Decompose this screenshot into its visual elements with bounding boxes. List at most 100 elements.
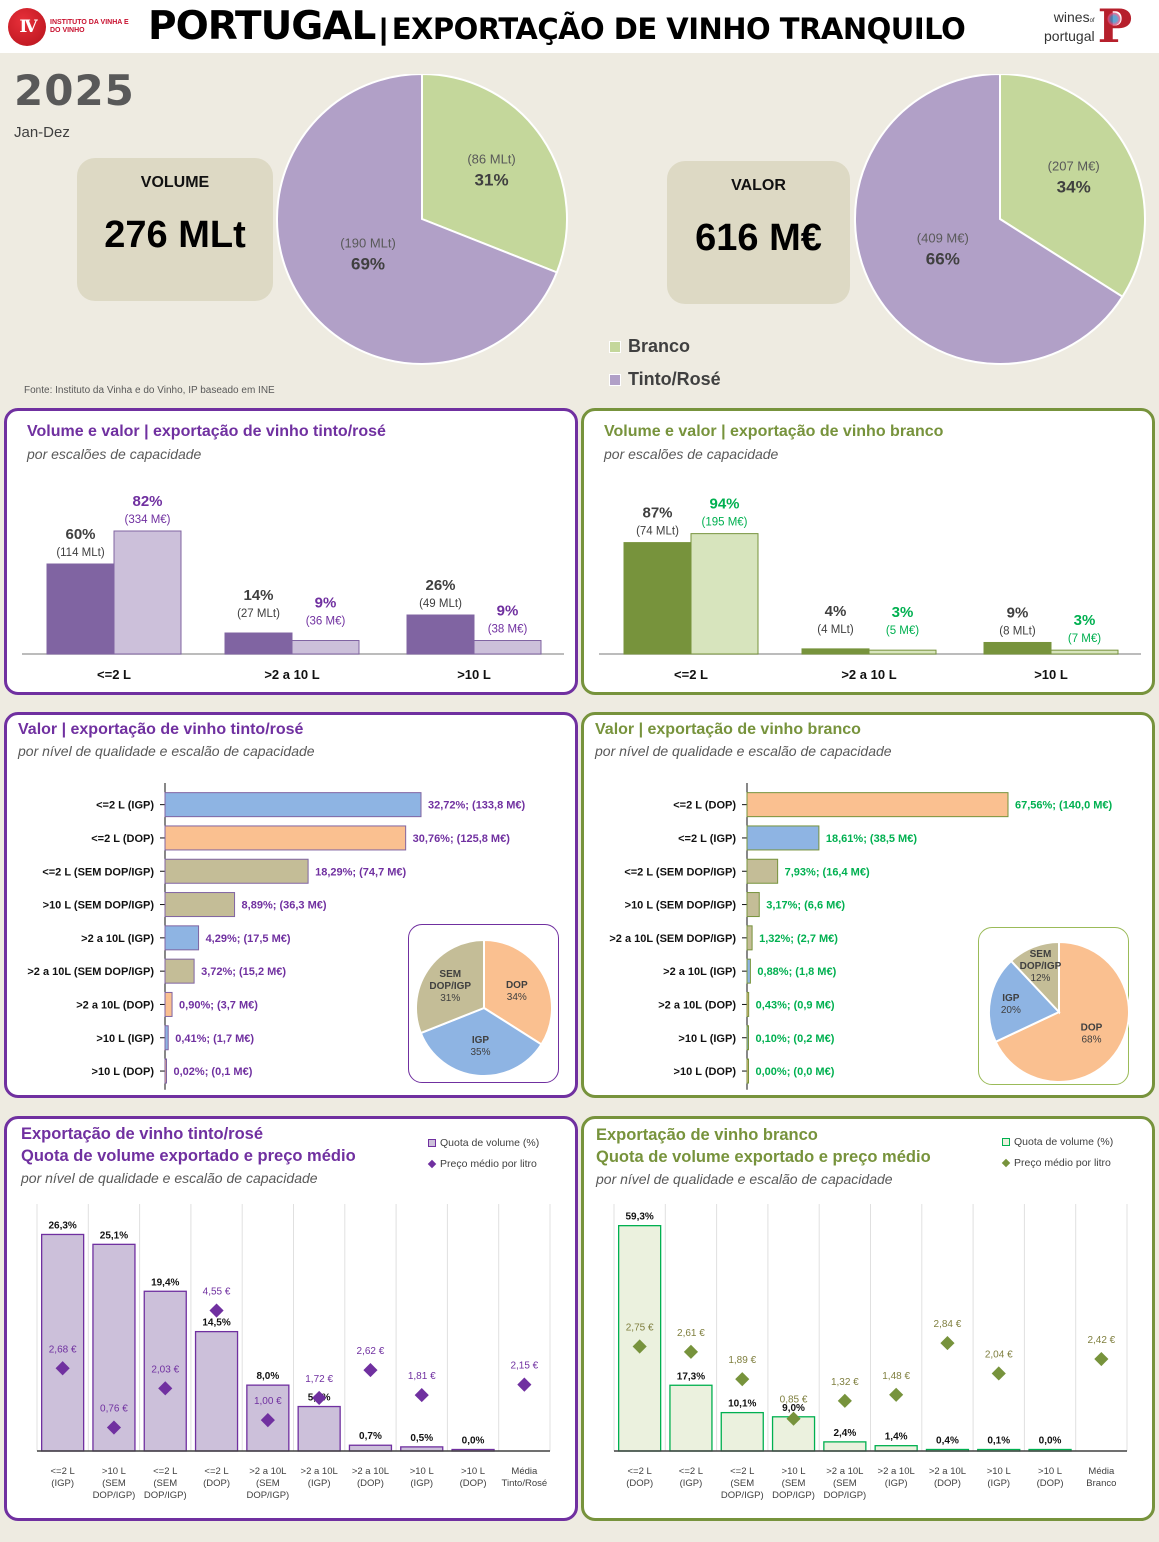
x-tick-label: Média xyxy=(511,1466,538,1477)
branco-quality-pie-box: DOP 68% IGP 20% SEM DOP/IGP 12% xyxy=(978,927,1130,1085)
x-tick-label: (DOP) xyxy=(203,1478,230,1489)
price-marker xyxy=(889,1387,904,1402)
panel-tinto-valor-qualidade: Valor | exportação de vinho tinto/rosé p… xyxy=(4,712,578,1098)
pie-slice-label: DOP/IGP xyxy=(1020,961,1062,972)
pie-slice-label: DOP/IGP xyxy=(429,981,471,992)
bar-data-label: 18,61%; (38,5 M€) xyxy=(826,833,917,845)
x-tick-label: >2 a 10L xyxy=(352,1466,389,1477)
bar-pct-label: 94% xyxy=(709,496,739,513)
panel-branco-quota-preco: Exportação de vinho branco Quota de volu… xyxy=(581,1116,1155,1521)
bar-sem xyxy=(164,892,236,918)
price-label: 0,76 € xyxy=(100,1404,128,1415)
bar-sem xyxy=(164,958,195,984)
panel-tinto-capacidade: Volume e valor | exportação de vinho tin… xyxy=(4,408,578,695)
kpi-valor-value: 616 M€ xyxy=(695,217,822,259)
branco-quota-price-chart: 59,3%2,75 €<=2 L(DOP)17,3%2,61 €<=2 L(IG… xyxy=(613,1204,1128,1501)
legend-bar-swatch xyxy=(1002,1138,1010,1146)
x-tick-label: DOP/IGP) xyxy=(772,1490,815,1501)
bar-data-label: 0,41%; (1,7 M€) xyxy=(175,1033,254,1045)
y-tick-label: >10 L (IGP) xyxy=(678,1033,736,1045)
bar-valor xyxy=(473,640,542,655)
wine-type-legend: Branco Tinto/Rosé xyxy=(609,336,721,402)
bar-data-label: 18,29%; (74,7 M€) xyxy=(315,866,406,878)
pie-slice-label: IGP xyxy=(472,1035,490,1046)
panel-title-2: Quota de volume exportado e preço médio xyxy=(596,1148,931,1166)
legend-swatch-branco xyxy=(609,340,621,353)
bar-sub-label: (38 M€) xyxy=(488,624,528,636)
pie-slice-pct-label: 66% xyxy=(926,249,960,268)
quota-bar-label: 0,0% xyxy=(1039,1436,1062,1447)
bar-data-label: 3,72%; (15,2 M€) xyxy=(201,966,286,978)
bar-data-label: 0,10%; (0,2 M€) xyxy=(756,1033,835,1045)
x-tick-label: (IGP) xyxy=(885,1478,908,1489)
x-tick-label: >10 L xyxy=(782,1466,806,1477)
price-marker xyxy=(363,1363,378,1378)
bar-pct-label: 3% xyxy=(892,604,914,621)
year-label: 2025 xyxy=(14,66,135,115)
x-tick-label: DOP/IGP) xyxy=(823,1490,866,1501)
x-tick-label: (DOP) xyxy=(460,1478,487,1489)
bar-dop xyxy=(746,792,1009,818)
page-title: PORTUGAL | EXPORTAÇÃO DE VINHO TRANQUILO xyxy=(148,4,966,49)
legend-item-preco: Preço médio por litro xyxy=(427,1158,539,1170)
wp-logo-text: winesof portugal xyxy=(1044,10,1095,44)
bar-valor xyxy=(291,640,360,655)
x-tick-label: >10 L xyxy=(102,1466,126,1477)
price-label: 1,00 € xyxy=(254,1396,282,1407)
price-label: 1,48 € xyxy=(882,1371,910,1382)
legend-item-quota: Quota de volume (%) xyxy=(428,1137,539,1149)
bar-volume xyxy=(623,542,692,655)
pie-slice-semdopigp xyxy=(415,938,485,1035)
bar-igp xyxy=(164,1025,169,1051)
price-marker xyxy=(414,1388,429,1403)
bar-pct-label: 60% xyxy=(65,526,95,543)
x-tick-label: >2 a 10L xyxy=(878,1466,915,1477)
bar-pct-label: 82% xyxy=(132,493,162,510)
price-label: 2,62 € xyxy=(357,1346,385,1357)
pie-slice-label: 12% xyxy=(1030,973,1050,984)
y-tick-label: >10 L (SEM DOP/IGP) xyxy=(43,900,155,912)
bar-sub-label: (114 MLt) xyxy=(56,547,105,559)
bar-data-label: 4,29%; (17,5 M€) xyxy=(206,933,291,945)
bar-valor xyxy=(690,533,759,655)
pie-slice-label: 20% xyxy=(1001,1005,1021,1016)
x-tick-label: >2 a 10 L xyxy=(264,667,319,682)
pie-slice-value-label: (190 MLt) xyxy=(340,236,396,251)
bar-sub-label: (5 M€) xyxy=(886,625,919,637)
price-label: 4,55 € xyxy=(203,1287,231,1298)
price-label: 2,15 € xyxy=(510,1361,538,1372)
bar-sub-label: (74 MLt) xyxy=(636,526,679,538)
bar-volume xyxy=(406,614,475,655)
bar-pct-label: 26% xyxy=(425,577,455,594)
price-label: 0,85 € xyxy=(780,1395,808,1406)
x-tick-label: (DOP) xyxy=(934,1478,961,1489)
period-label: Jan-Dez xyxy=(14,124,70,141)
quota-bar xyxy=(41,1233,85,1452)
bar-sub-label: (334 M€) xyxy=(124,514,170,526)
y-tick-label: <=2 L (SEM DOP/IGP) xyxy=(42,866,154,878)
source-note: Fonte: Instituto da Vinha e do Vinho, IP… xyxy=(24,385,275,396)
x-tick-label: >10 L xyxy=(461,1466,485,1477)
price-label: 2,75 € xyxy=(626,1323,654,1334)
y-tick-label: <=2 L (IGP) xyxy=(678,833,736,845)
bar-sem xyxy=(746,925,753,951)
quota-bar-label: 9,0% xyxy=(782,1403,805,1414)
y-tick-label: >10 L (DOP) xyxy=(674,1066,737,1078)
panel-title: Valor | exportação de vinho tinto/rosé xyxy=(18,721,304,738)
pie-slice-pct-label: 69% xyxy=(351,255,385,274)
title-separator: | xyxy=(379,13,388,46)
quota-bar-label: 59,3% xyxy=(625,1212,653,1223)
x-tick-label: <=2 L xyxy=(204,1466,228,1477)
tinto-quality-hbar-chart: <=2 L (IGP) 32,72%; (133,8 M€) <=2 L (DOP)… xyxy=(27,783,526,1090)
panel-title: Exportação de vinho tinto/rosé xyxy=(21,1125,264,1143)
bar-sem xyxy=(164,858,309,884)
x-tick-label: (DOP) xyxy=(626,1478,653,1489)
y-tick-label: >2 a 10L (DOP) xyxy=(76,999,154,1011)
x-tick-label: Branco xyxy=(1086,1478,1116,1489)
price-marker xyxy=(735,1372,750,1387)
x-tick-label: <=2 L xyxy=(153,1466,177,1477)
pie-slice-label: SEM xyxy=(1030,949,1052,960)
pie-slice-igp xyxy=(988,959,1061,1044)
x-tick-label: (SEM xyxy=(833,1478,857,1489)
